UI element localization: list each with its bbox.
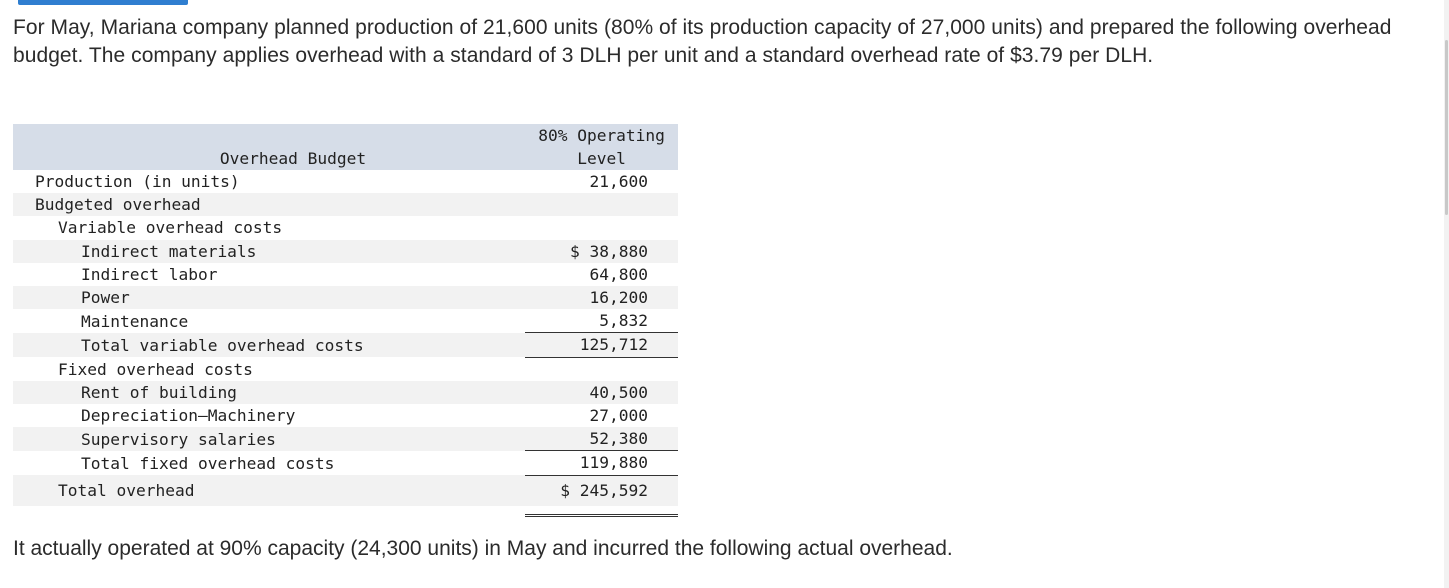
- total-overhead-double-rule: [525, 505, 678, 517]
- row-indirect-materials: Indirect materials $ 38,880: [13, 239, 678, 263]
- total-variable-value: 125,712: [525, 332, 678, 358]
- row-power: Power 16,200: [13, 286, 678, 310]
- power-value: 16,200: [525, 286, 678, 310]
- header-overhead-budget: Overhead Budget: [219, 149, 367, 168]
- production-value: 21,600: [589, 172, 648, 191]
- table-header-row: Overhead Budget 80% Operating Level: [13, 124, 678, 170]
- row-variable-heading: Variable overhead costs: [13, 216, 678, 239]
- row-rent: Rent of building 40,500: [13, 380, 678, 405]
- row-maintenance: Maintenance 5,832: [13, 309, 678, 334]
- outro-paragraph: It actually operated at 90% capacity (24…: [13, 537, 953, 560]
- budgeted-overhead-value: [525, 193, 678, 217]
- top-tab-indicator: [18, 0, 188, 5]
- header-operating-level-line2: Level: [577, 149, 626, 168]
- intro-paragraph: For May, Mariana company planned product…: [13, 16, 1392, 67]
- row-depreciation: Depreciation—Machinery 27,000: [13, 404, 678, 427]
- row-indirect-labor: Indirect labor 64,800: [13, 263, 678, 286]
- maintenance-value: 5,832: [525, 309, 678, 334]
- row-fixed-heading: Fixed overhead costs: [13, 357, 678, 381]
- scrollbar-thumb[interactable]: [1445, 40, 1448, 215]
- row-budgeted-overhead: Budgeted overhead: [13, 193, 678, 217]
- row-supervisory: Supervisory salaries 52,380: [13, 427, 678, 452]
- total-fixed-value: 119,880: [525, 450, 678, 476]
- rent-label: Rent of building: [13, 380, 526, 405]
- supervisory-value: 52,380: [525, 427, 678, 452]
- depreciation-value: 27,000: [589, 406, 648, 426]
- rent-value: 40,500: [525, 380, 678, 405]
- indirect-materials-value: $ 38,880: [525, 239, 678, 263]
- total-fixed-label: Total fixed overhead costs: [81, 453, 335, 473]
- variable-heading-value: [525, 216, 678, 239]
- depreciation-label: Depreciation—Machinery: [81, 406, 296, 426]
- budgeted-overhead-label: Budgeted overhead: [13, 193, 526, 217]
- overhead-budget-table: Overhead Budget 80% Operating Level Prod…: [13, 124, 678, 517]
- row-total-overhead: Total overhead $ 245,592: [13, 475, 678, 506]
- fixed-heading-label: Fixed overhead costs: [58, 359, 253, 379]
- row-production: Production (in units) 21,600: [13, 170, 678, 193]
- row-total-fixed: Total fixed overhead costs 119,880: [13, 450, 678, 476]
- total-overhead-label: Total overhead: [13, 475, 526, 506]
- double-rule-spacer: [13, 506, 525, 516]
- row-double-rule: [13, 505, 678, 517]
- production-label: Production (in units): [35, 172, 240, 191]
- header-column-cell: 80% Operating Level: [525, 124, 678, 170]
- total-variable-label: Total variable overhead costs: [13, 332, 526, 358]
- total-overhead-value: $ 245,592: [525, 475, 678, 506]
- row-total-variable: Total variable overhead costs 125,712: [13, 332, 678, 358]
- header-label-cell: Overhead Budget: [13, 124, 526, 170]
- indirect-labor-value: 64,800: [589, 264, 648, 284]
- supervisory-label: Supervisory salaries: [13, 427, 526, 451]
- page-scrollbar[interactable]: [1444, 0, 1449, 588]
- indirect-labor-label: Indirect labor: [81, 264, 218, 284]
- power-label: Power: [13, 286, 526, 310]
- maintenance-label: Maintenance: [81, 311, 189, 331]
- variable-heading-label: Variable overhead costs: [58, 218, 283, 238]
- header-operating-level-line1: 80% Operating: [538, 126, 665, 145]
- fixed-heading-value: [525, 357, 678, 381]
- indirect-materials-label: Indirect materials: [13, 239, 526, 263]
